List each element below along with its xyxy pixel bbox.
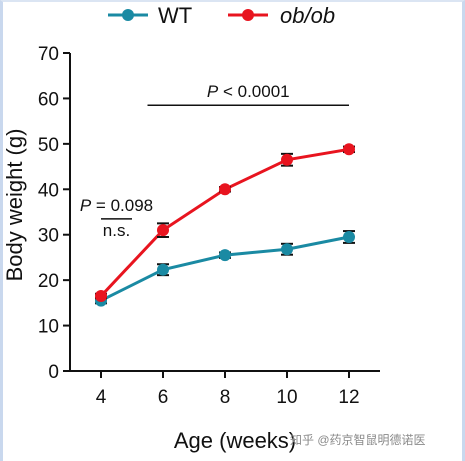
data-point-obob [343,143,355,156]
y-tick-label: 30 [38,226,59,247]
y-axis-title: Body weight (g) [2,129,27,282]
series-group [95,143,355,307]
data-point-obob [281,153,293,166]
legend-item-obob: ob/ob [228,3,335,28]
y-tick-label: 10 [38,317,59,338]
legend-marker-wt [122,9,134,21]
annotation-ns-label: n.s. [103,221,130,240]
y-tick-label: 40 [38,180,59,201]
data-point-wt [219,249,231,262]
legend-item-wt: WT [108,3,192,28]
series-obob [95,143,355,303]
watermark-text: 知乎 @药京智鼠明德诺医 [290,432,426,447]
data-point-wt [281,243,293,256]
x-tick-label: 6 [158,387,169,408]
y-tick-label: 60 [38,89,59,110]
series-wt [95,230,355,307]
annotation-1: P = 0.098 n.s. [80,196,153,240]
data-point-wt [343,230,355,243]
p-symbol: P [207,82,219,101]
p-value-text: < 0.0001 [218,82,289,101]
significance-annotations: P = 0.098 n.s. P < 0.0001 [80,82,349,240]
legend: WT ob/ob [108,3,335,28]
data-point-obob [157,224,169,237]
x-tick-label: 12 [338,387,359,408]
x-ticks: 4 6 8 10 12 [96,371,360,408]
legend-label-wt: WT [158,3,192,28]
x-tick-label: 4 [96,387,107,408]
annotation-2: P < 0.0001 [147,82,349,106]
p-value-text: = 0.098 [91,196,153,215]
p-symbol: P [80,196,92,215]
x-tick-label: 10 [276,387,297,408]
series-line-wt [100,235,350,302]
annotation-p-value: P = 0.098 [80,196,153,215]
data-point-obob [95,290,107,303]
x-axis-title: Age (weeks) [174,428,296,453]
y-tick-label: 0 [48,362,59,383]
annotation-p-value: P < 0.0001 [207,82,290,101]
series-line-obob [99,147,350,298]
y-tick-label: 70 [38,44,59,65]
y-ticks: 0 10 20 30 40 50 60 70 [38,44,70,383]
y-tick-label: 50 [38,135,59,156]
x-tick-label: 8 [220,387,231,408]
data-point-obob [219,183,231,196]
data-point-wt [157,263,169,276]
legend-label-obob: ob/ob [280,3,335,28]
legend-marker-obob [242,9,254,21]
y-tick-label: 20 [38,271,59,292]
